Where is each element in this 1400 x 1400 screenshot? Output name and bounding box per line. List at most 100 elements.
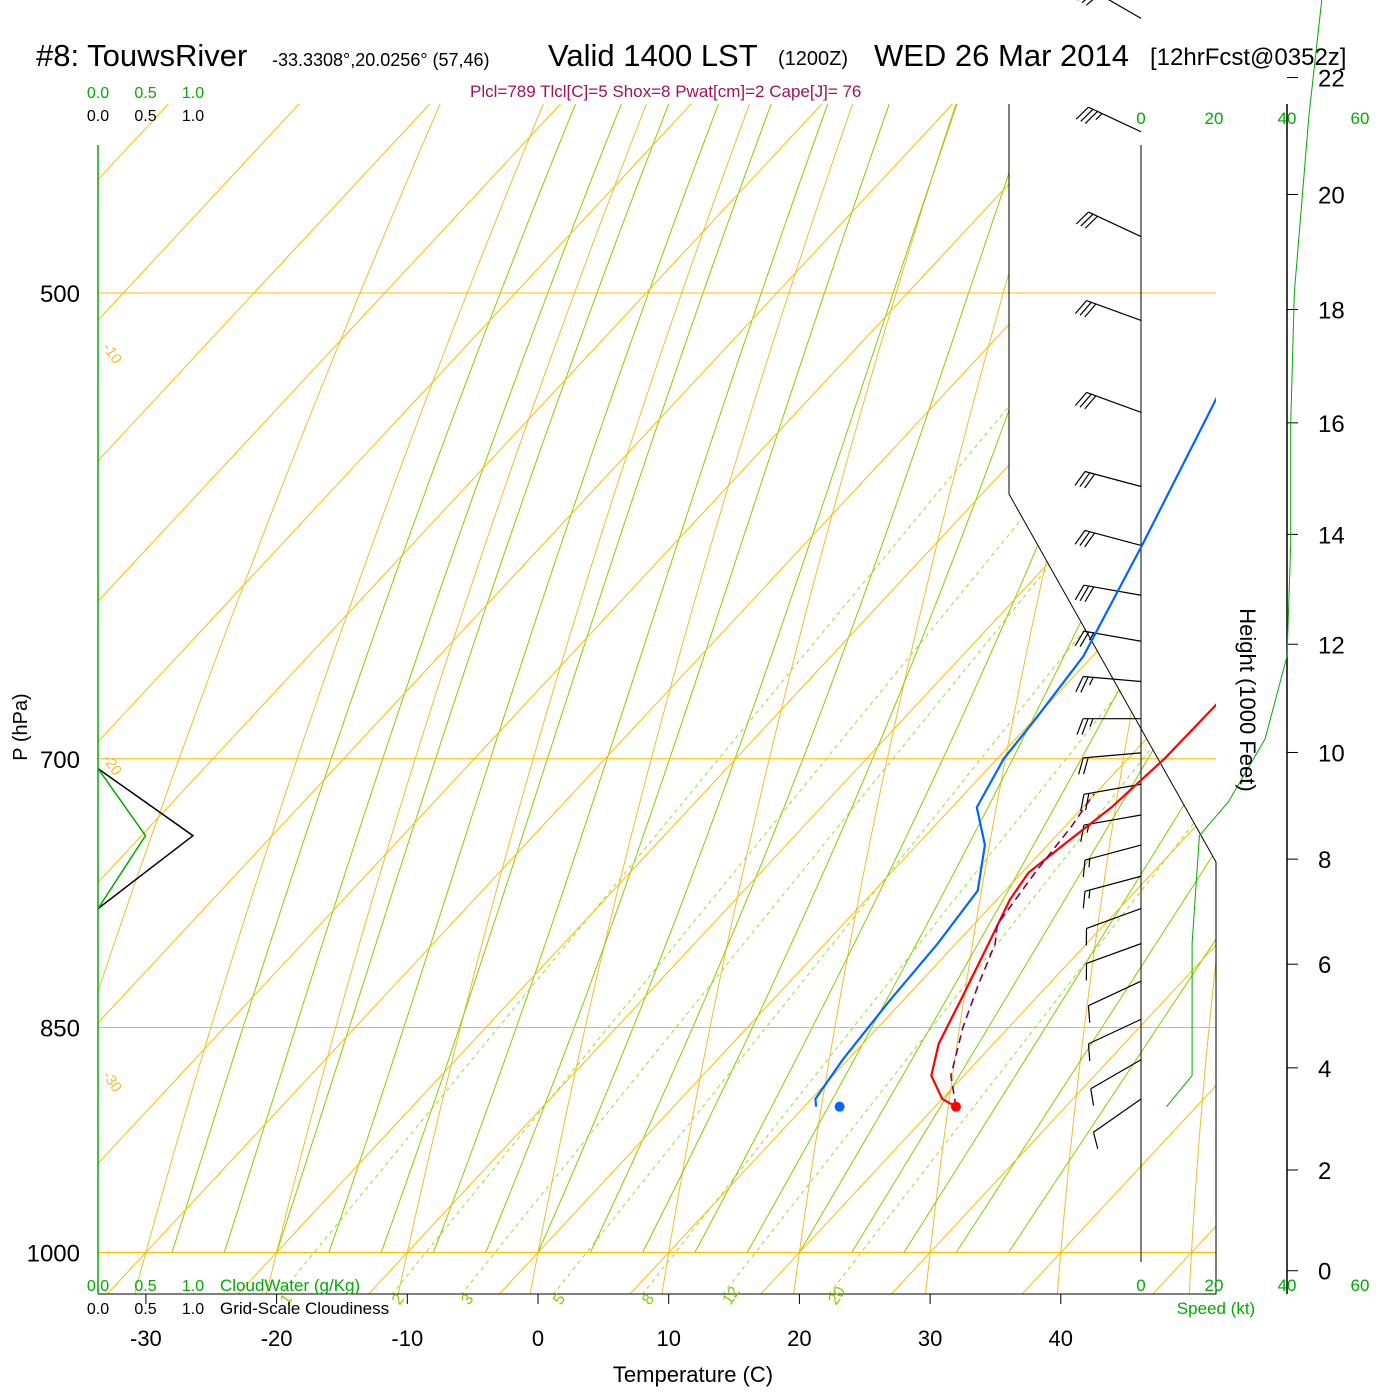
wind-barb-staff: [1086, 943, 1142, 965]
wind-barb-flag: [1081, 0, 1087, 4]
mixing-ratio-label: 20: [825, 1284, 849, 1308]
moist-adiabat-line: [955, 104, 1216, 1253]
pressure-tick-label: 500: [40, 281, 80, 308]
isotherm-line: [98, 104, 808, 1294]
wind-barb-staff: [1083, 752, 1142, 759]
wind-barb-staff: [1084, 875, 1142, 892]
valid-date: WED 26 Mar 2014: [874, 38, 1129, 73]
wind-barb: [1085, 908, 1142, 946]
cloudwater-label: CloudWater (g/Kg): [220, 1276, 360, 1295]
wind-barb-flag: [1084, 532, 1096, 548]
mixing-ratio-line: [370, 104, 1216, 1294]
stability-indices: Plcl=789 Tlcl[C]=5 Shox=8 Pwat[cm]=2 Cap…: [470, 82, 862, 101]
wind-barb: [1082, 844, 1142, 878]
wind-speed-line: [1166, 0, 1323, 1108]
moist-adiabat-line: [432, 104, 1163, 1253]
dry-adiabat-line: [524, 104, 1181, 1294]
wind-barb-flag: [1084, 473, 1096, 489]
moist-adiabat-line: [642, 104, 1216, 1253]
wind-barb-flag: [1074, 392, 1087, 406]
height-tick-label: 16: [1318, 411, 1345, 438]
moist-adiabat-line: [589, 104, 1216, 1253]
isobars: [98, 292, 1216, 1253]
height-axis-title: Height (1000 Feet): [1235, 608, 1260, 791]
x-axis-title: Temperature (C): [613, 1362, 773, 1387]
speed-tick-label: 0: [1136, 109, 1145, 128]
wind-barb-flag: [1084, 215, 1098, 229]
wind-barb-flag: [1074, 471, 1086, 486]
isotherm-line: [736, 104, 1216, 1294]
wind-barb-flag: [1079, 531, 1091, 546]
wind-barb-staff: [1084, 529, 1142, 546]
wind-barb-flag: [1087, 1043, 1091, 1061]
speed-tick-label: 60: [1351, 1276, 1370, 1295]
isotherm-line: [98, 104, 1216, 1294]
moist-adiabat-line: [328, 104, 1070, 1253]
isotherm-line: [98, 104, 1216, 1294]
wind-barb-flag: [1087, 1005, 1091, 1023]
dry-adiabat-line: [259, 104, 1007, 1294]
moist-adiabat-line: [485, 104, 1215, 1253]
height-tick-label: 20: [1318, 182, 1345, 209]
wind-barb-flag: [1079, 393, 1092, 408]
axis-labels: 123581220100-10-20-300102030250300400500…: [27, 66, 1370, 1351]
wind-barb: [1078, 752, 1142, 775]
station-title: #8: TouwsRiver: [36, 38, 248, 73]
cloud-tick-label: 0.0: [87, 85, 109, 102]
y-axis-title: P (hPa): [10, 693, 32, 760]
wind-barb-staff: [1093, 1098, 1142, 1133]
dry-adiabat-line: [98, 104, 833, 1294]
isotherm-line: [213, 104, 1216, 1294]
wind-barb: [1074, 470, 1142, 489]
speed-tick-label: 60: [1351, 109, 1370, 128]
temperature-tick-label: 20: [787, 1326, 811, 1351]
wind-barb-flag: [1079, 301, 1092, 316]
cloud-tick-label: 1.0: [182, 108, 204, 125]
wind-barb-flag: [1084, 111, 1098, 124]
wind-barb-flag: [1078, 757, 1084, 775]
wind-barb: [1075, 106, 1142, 133]
moist-adiabat-line: [171, 104, 949, 1253]
wind-barb-flag: [1084, 586, 1095, 602]
isotherm-line: [344, 104, 1216, 1294]
height-tick-label: 12: [1318, 632, 1345, 659]
dry-adiabat-label: -30: [99, 1068, 125, 1096]
isotherm-line: [605, 104, 1216, 1294]
wind-barb-flag: [1075, 106, 1089, 120]
speed-tick-label: 0: [1136, 1276, 1145, 1295]
height-tick-label: 18: [1318, 298, 1345, 325]
height-tick-label: 0: [1318, 1259, 1331, 1286]
isotherm-line: [98, 104, 1200, 1294]
height-tick-label: 8: [1318, 847, 1331, 874]
wind-barb-flag: [1079, 472, 1091, 488]
wind-barb: [1075, 211, 1142, 238]
wind-barb-flag: [1084, 395, 1097, 410]
wind-barb-staff: [1086, 391, 1142, 413]
forecast-info: [12hrFcst@0352z]: [1150, 44, 1347, 71]
cloudiness-label: Grid-Scale Cloudiness: [220, 1299, 389, 1318]
temperature-tick-label: 10: [656, 1326, 680, 1351]
pressure-tick-label: 1000: [27, 1241, 80, 1268]
wind-barb-half-flag: [1088, 632, 1095, 641]
dry-adiabat-line: [789, 104, 1216, 1294]
chart-header: #8: TouwsRiver -33.3308°,20.0256° (57,46…: [0, 0, 1400, 110]
moist-adiabats: [171, 104, 1216, 1253]
moist-adiabat-line: [903, 104, 1216, 1253]
wind-barb: [1092, 1098, 1142, 1149]
mixing-ratio-lines: [258, 104, 1216, 1294]
wind-barb: [1082, 875, 1142, 909]
dry-adiabat-line: [657, 104, 1216, 1294]
wind-barb-flag: [1074, 630, 1085, 647]
plot-frame: [97, 104, 1288, 1295]
mixing-ratio-label: 12: [719, 1284, 743, 1308]
wind-barb-flag: [1082, 891, 1086, 909]
wind-barb: [1080, 783, 1142, 812]
wind-barb-staff: [1083, 814, 1142, 826]
cloud-tick-label: 0.5: [134, 108, 156, 125]
wind-barb-staff: [1084, 844, 1142, 861]
temperature-tick-label: -30: [130, 1326, 162, 1351]
station-coordinates: -33.3308°,20.0256° (57,46): [272, 50, 490, 70]
temperature-tick-label: -10: [391, 1326, 423, 1351]
isotherm-line: [474, 104, 1216, 1294]
pressure-tick-label: 850: [40, 1016, 80, 1043]
